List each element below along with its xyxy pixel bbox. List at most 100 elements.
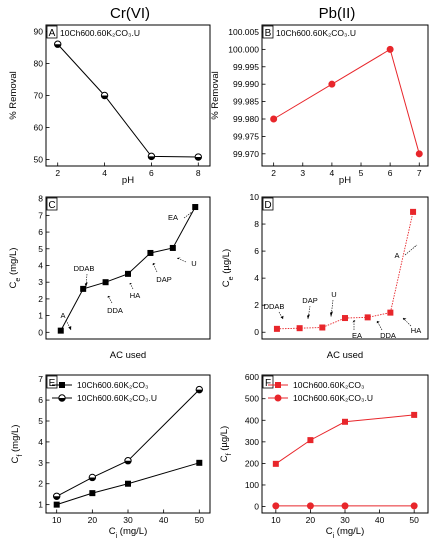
panel-label-box	[46, 25, 58, 39]
panel-label: A	[49, 28, 56, 39]
y-tick-label: 5	[38, 416, 43, 426]
panel-label: D	[264, 200, 271, 211]
legend-marker	[275, 382, 281, 388]
annotation-leader	[278, 311, 284, 320]
x-tick-label: 50	[409, 515, 419, 525]
y-axis-label: Cf (mg/L)	[10, 425, 24, 464]
y-tick-label: 2	[38, 479, 43, 489]
data-point	[328, 80, 336, 88]
x-tick-label: 30	[340, 515, 350, 525]
y-tick-label: 2	[254, 300, 259, 310]
y-tick-label: 99.985	[233, 97, 259, 107]
y-tick-label: 90	[34, 26, 44, 36]
y-axis-label: % Removal	[210, 71, 221, 120]
category-label: DDAB	[74, 264, 95, 273]
data-point	[57, 327, 64, 334]
y-axis-label: Ce (µg/L)	[221, 249, 235, 287]
panel-label: C	[48, 200, 55, 211]
legend-item: 10Ch600.60K₂CO₃	[52, 380, 149, 390]
legend-item: 10Ch600.60K₂CO₃.U	[52, 393, 157, 403]
column-title-cr: Cr(VI)	[110, 5, 150, 22]
series-line	[56, 462, 200, 506]
legend-marker	[59, 382, 65, 388]
x-tick-label: 40	[159, 515, 169, 525]
data-point	[410, 208, 417, 215]
data-point	[125, 480, 131, 487]
category-label: HA	[411, 326, 421, 335]
y-tick-label: 7	[38, 210, 43, 220]
y-tick-label: 99.990	[233, 79, 259, 89]
annotation-arrowhead	[403, 318, 407, 320]
annotation-arrowhead	[129, 283, 133, 285]
annotation-leader	[65, 319, 72, 331]
y-tick-label: 5	[38, 244, 43, 254]
x-tick-label: 6	[149, 168, 154, 178]
x-tick-label: 40	[375, 515, 385, 525]
category-label: DDA	[107, 306, 123, 315]
x-tick-label: 4	[330, 168, 335, 178]
y-tick-label: 100.005	[228, 27, 259, 37]
annotation-leader	[404, 244, 418, 256]
y-axis-label: % Removal	[8, 71, 19, 120]
annotation-arrowhead	[280, 315, 284, 319]
legend-item: 10Ch600.60K₂CO₃.U	[268, 393, 373, 403]
x-tick-label: 2	[55, 168, 60, 178]
data-point	[387, 309, 394, 316]
annotation-arrowhead	[352, 320, 356, 323]
x-tick-label: 10	[52, 515, 62, 525]
y-tick-label: 300	[245, 437, 259, 447]
data-point	[273, 325, 280, 332]
category-label: A	[394, 251, 399, 260]
x-tick-label: 3	[300, 168, 305, 178]
annotation-leader	[183, 211, 193, 219]
category-label: A	[60, 311, 65, 320]
y-tick-label: 60	[34, 123, 44, 133]
annotation-arrowhead	[177, 257, 181, 259]
panel-label-box	[46, 375, 58, 389]
y-tick-label: 100	[245, 480, 259, 490]
x-tick-label: 20	[88, 515, 98, 525]
y-tick-label: 100.000	[228, 44, 259, 54]
panel-label-box	[262, 197, 274, 211]
annotation-arrowhead	[84, 282, 88, 287]
x-tick-label: 4	[102, 168, 107, 178]
data-point	[196, 459, 203, 466]
data-point	[270, 115, 278, 123]
data-point	[296, 325, 303, 332]
legend-marker	[58, 394, 66, 402]
data-point	[415, 150, 423, 158]
y-tick-label: 99.970	[233, 149, 259, 159]
series-line	[57, 43, 199, 158]
chart-panel-f: 0 100 200 300 400 500 600 10 20 30 40 50 Cf (µg/L) Ci…	[219, 372, 429, 540]
category-label: U	[331, 290, 336, 299]
x-tick-label: 8	[196, 168, 201, 178]
panel-label: F	[265, 378, 271, 389]
y-tick-label: 4	[254, 273, 259, 283]
panel-label-box	[262, 25, 274, 39]
chart-panel-d: 0 2 4 6 8 10 Ce (µg/L) AC used D DDAB DAP U EA DDA HA A	[221, 192, 429, 361]
x-tick-label: 10	[271, 515, 281, 525]
annotation-leader	[129, 282, 134, 290]
annotation-arrowhead	[107, 296, 111, 298]
data-point	[88, 473, 97, 482]
legend-label: 10Ch600.60K₂CO₃	[77, 380, 149, 390]
y-tick-label: 50	[34, 155, 44, 165]
data-point	[307, 437, 314, 444]
data-point	[272, 502, 280, 510]
panel-label: B	[265, 28, 272, 39]
y-tick-label: 70	[34, 91, 44, 101]
annotation-leader	[107, 295, 113, 304]
data-point	[89, 490, 96, 497]
data-point	[411, 411, 418, 418]
plot-frame	[261, 24, 429, 167]
data-point	[272, 460, 279, 467]
panel-label-box	[262, 375, 274, 389]
y-tick-label: 8	[254, 219, 259, 229]
x-axis-label: Ci (mg/L)	[109, 526, 148, 540]
x-axis-label: pH	[122, 175, 134, 186]
legend-label: 10Ch600.60K₂CO₃.U	[293, 393, 373, 403]
y-tick-label: 7	[38, 374, 43, 384]
data-point	[342, 418, 348, 425]
x-tick-label: 6	[388, 168, 393, 178]
